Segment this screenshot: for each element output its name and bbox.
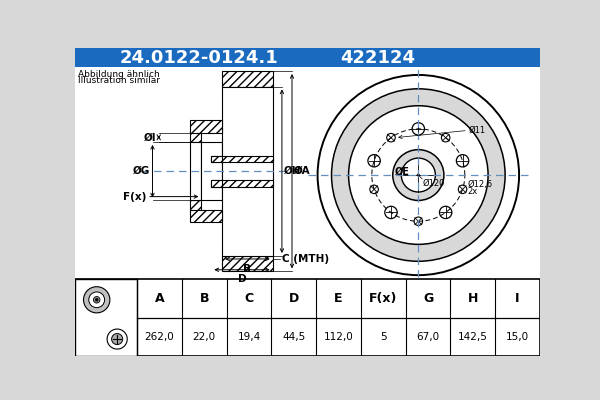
Text: 67,0: 67,0 [416, 332, 440, 342]
Circle shape [94, 296, 100, 303]
Text: Abbildung ähnlich: Abbildung ähnlich [78, 70, 160, 78]
Text: D: D [238, 274, 247, 284]
Text: 142,5: 142,5 [458, 332, 488, 342]
Circle shape [112, 334, 123, 344]
Text: I: I [515, 292, 520, 305]
Text: ØH: ØH [283, 166, 301, 176]
Circle shape [89, 292, 104, 308]
Text: 44,5: 44,5 [282, 332, 305, 342]
Bar [190, 120, 222, 133]
Bar [211, 180, 272, 186]
Text: 422124: 422124 [340, 49, 415, 67]
Circle shape [332, 89, 505, 261]
Bar [222, 86, 272, 256]
Text: ØG: ØG [133, 166, 150, 176]
Text: Ø11: Ø11 [469, 126, 486, 135]
Bar [75, 279, 540, 356]
Text: D: D [289, 292, 299, 305]
Circle shape [385, 206, 397, 218]
Text: E: E [334, 292, 343, 305]
Text: 22,0: 22,0 [193, 332, 216, 342]
Circle shape [417, 174, 419, 176]
Bar [211, 156, 272, 162]
Text: 262,0: 262,0 [145, 332, 174, 342]
Circle shape [442, 134, 450, 142]
Bar [190, 131, 200, 142]
Circle shape [368, 155, 380, 167]
Circle shape [401, 158, 436, 192]
Text: B: B [244, 264, 251, 274]
Text: Illustration similar: Illustration similar [78, 76, 160, 86]
Text: H: H [467, 292, 478, 305]
Text: 15,0: 15,0 [506, 332, 529, 342]
Text: 2x: 2x [467, 187, 478, 196]
Circle shape [370, 185, 379, 194]
Circle shape [83, 287, 110, 313]
Circle shape [107, 329, 127, 349]
Bar [190, 142, 200, 200]
Circle shape [414, 217, 422, 226]
Text: ØA: ØA [293, 166, 310, 176]
Text: F(x): F(x) [123, 192, 146, 202]
Circle shape [393, 150, 444, 200]
Circle shape [458, 185, 467, 194]
Text: A: A [155, 292, 164, 305]
Bar [222, 71, 272, 86]
Text: F(x): F(x) [369, 292, 397, 305]
Bar [190, 200, 200, 211]
Text: 112,0: 112,0 [323, 332, 353, 342]
Bar [75, 67, 540, 279]
Circle shape [349, 106, 488, 244]
Bar [75, 48, 540, 67]
Bar [190, 210, 222, 222]
Bar [211, 156, 222, 162]
Text: B: B [199, 292, 209, 305]
Text: 24.0122-0124.1: 24.0122-0124.1 [119, 49, 278, 67]
Text: G: G [423, 292, 433, 305]
Circle shape [412, 123, 425, 135]
Bar [211, 180, 222, 186]
Text: ØI: ØI [144, 132, 157, 142]
Bar [200, 142, 222, 200]
Circle shape [387, 134, 395, 142]
Text: C (MTH): C (MTH) [282, 254, 329, 264]
Text: 5: 5 [380, 332, 386, 342]
Text: Ø12,6: Ø12,6 [467, 180, 492, 189]
Text: 19,4: 19,4 [238, 332, 260, 342]
Circle shape [95, 298, 98, 301]
Text: Ø120: Ø120 [422, 179, 445, 188]
Circle shape [317, 75, 519, 275]
Text: C: C [244, 292, 254, 305]
Bar [222, 256, 272, 271]
Text: ØE: ØE [395, 167, 410, 177]
Circle shape [457, 155, 469, 167]
Circle shape [439, 206, 452, 218]
Bar [75, 279, 137, 356]
